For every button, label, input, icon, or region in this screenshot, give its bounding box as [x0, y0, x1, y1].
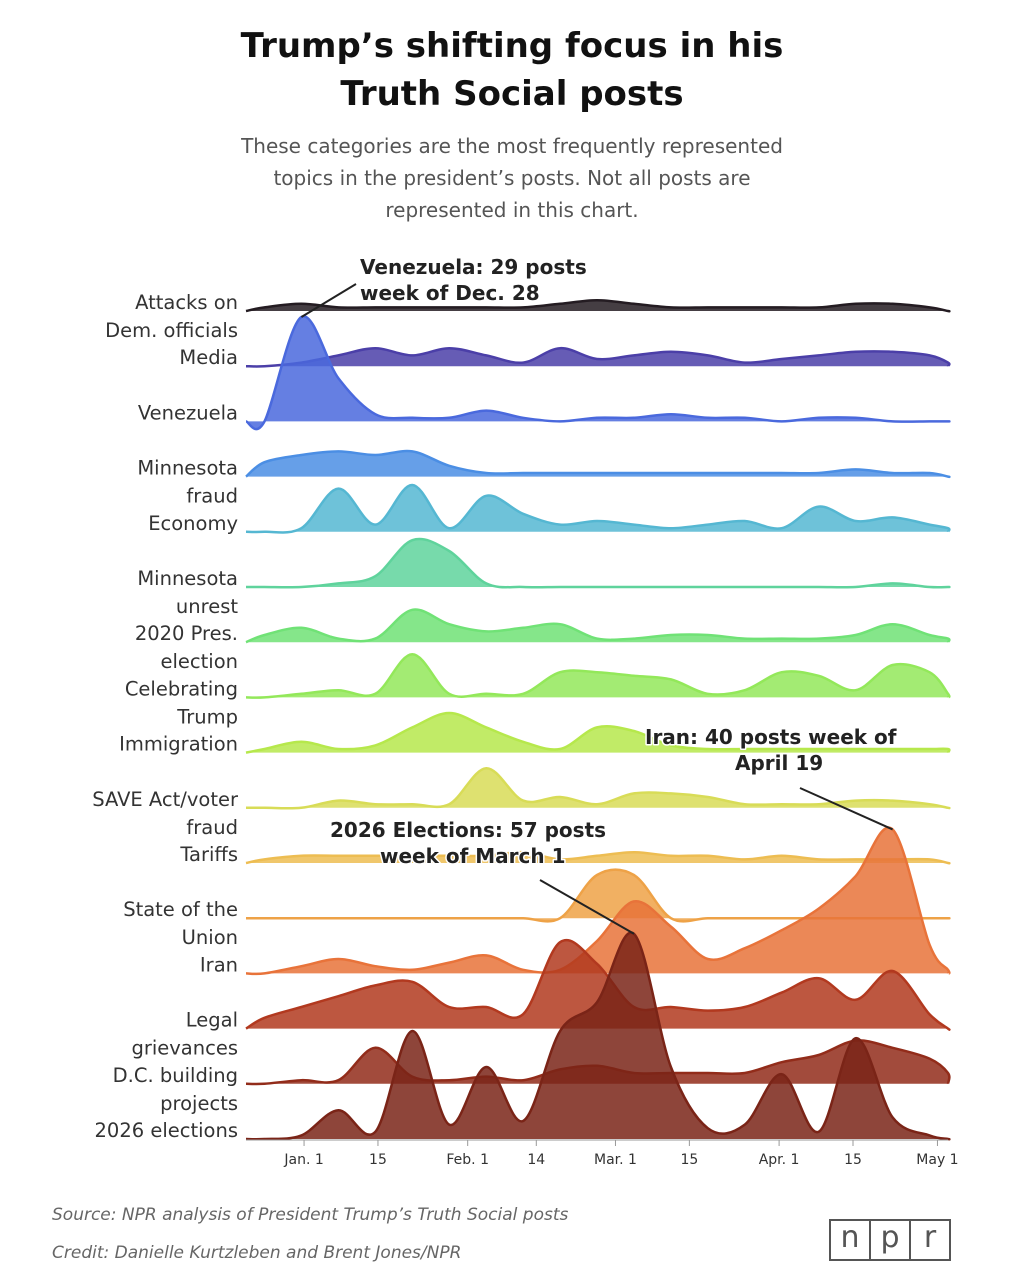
- npr-logo-letter: r: [909, 1221, 949, 1259]
- series-label: 2020 Pres.: [135, 622, 238, 645]
- x-tick-label: Feb. 1: [446, 1152, 489, 1168]
- npr-logo-letter: n: [840, 1220, 860, 1255]
- annotation-leader: [300, 283, 357, 318]
- x-tick-label: Mar. 1: [594, 1152, 637, 1168]
- ridge-area: [246, 348, 950, 367]
- ridge-area: [246, 869, 950, 922]
- series-label: fraud: [186, 816, 238, 839]
- series-label: Iran: [200, 953, 238, 976]
- series-label: election: [161, 650, 239, 673]
- x-tick-label: Apr. 1: [759, 1152, 800, 1168]
- credit-note: Credit: Danielle Kurtzleben and Brent Jo…: [52, 1243, 462, 1263]
- x-tick-label: 15: [844, 1152, 862, 1168]
- x-tick-label: 15: [680, 1152, 698, 1168]
- series-label: Venezuela: [138, 401, 238, 424]
- ridge-area: [246, 451, 950, 477]
- ridge-line: [245, 449, 951, 479]
- series-label: Minnesota: [137, 567, 238, 590]
- series-label: Trump: [176, 705, 238, 728]
- x-tick-label: May 1: [916, 1152, 958, 1168]
- ridge-area: [246, 827, 950, 974]
- ridgeline-chart: Attacks on Dem. officials Media Venezuela Mi…: [92, 254, 958, 1169]
- series-label: Media: [179, 346, 238, 369]
- chart-subtitle-line: These categories are the most frequently…: [241, 134, 783, 158]
- x-tick-label: 14: [527, 1152, 545, 1168]
- ridge-line: [245, 931, 951, 1141]
- series-label: State of the: [123, 898, 238, 921]
- annotation-label: Venezuela: 29 posts: [360, 255, 587, 279]
- ridge-area: [246, 768, 950, 809]
- ridge-area: [246, 539, 950, 588]
- annotation-label: 2026 Elections: 57 posts: [330, 818, 606, 842]
- annotation-leader: [799, 787, 893, 831]
- ridge-area: [246, 654, 950, 698]
- series-label: Legal: [186, 1009, 238, 1032]
- ridge-line: [245, 346, 951, 368]
- series-label: fraud: [186, 485, 238, 508]
- ridge-line: [245, 711, 951, 754]
- npr-logo-letter: p: [869, 1221, 909, 1259]
- chart-title: Trump’s shifting focus in his Truth Soci…: [0, 22, 1024, 118]
- annotation-label: week of Dec. 28: [360, 281, 540, 305]
- ridge-line: [245, 315, 951, 431]
- ridge-area: [246, 932, 950, 1140]
- ridge-line: [245, 298, 951, 313]
- series-label: D.C. building: [113, 1064, 238, 1087]
- annotation-label: Iran: 40 posts week of: [645, 725, 897, 749]
- series-label: Celebrating: [125, 677, 238, 700]
- chart-subtitle: These categories are the most frequently…: [170, 130, 854, 226]
- series-label: Economy: [148, 512, 238, 535]
- series-label: SAVE Act/voter: [92, 788, 239, 811]
- series-label: Union: [182, 926, 238, 949]
- ridge-line: [245, 483, 951, 534]
- series-label: Tariffs: [179, 843, 238, 866]
- series-label: unrest: [176, 595, 238, 618]
- npr-logo: n p r: [829, 1219, 951, 1261]
- ridge-area: [246, 852, 950, 864]
- ridge-area: [246, 940, 950, 1030]
- x-tick-label: 15: [369, 1152, 387, 1168]
- ridge-line: [245, 652, 951, 699]
- chart-subtitle-line: topics in the president’s posts. Not all…: [273, 166, 751, 190]
- annotation-leader: [539, 879, 635, 935]
- source-note: Source: NPR analysis of President Trump’…: [52, 1205, 569, 1225]
- ridge-line: [245, 608, 951, 644]
- series-label: 2026 elections: [95, 1119, 238, 1142]
- x-tick-label: Jan. 1: [283, 1152, 323, 1168]
- series-label: grievances: [131, 1037, 238, 1060]
- annotation-label: week of March 1: [380, 844, 566, 868]
- series-label: Immigration: [119, 733, 238, 756]
- ridge-area: [246, 316, 950, 430]
- chart-title-line: Trump’s shifting focus in his: [240, 26, 784, 66]
- series-label: Minnesota: [137, 457, 238, 480]
- annotation-label: April 19: [735, 751, 823, 775]
- ridge-area: [246, 484, 950, 533]
- chart-title-line: Truth Social posts: [340, 74, 684, 114]
- series-label: Dem. officials: [105, 319, 238, 342]
- chart-subtitle-line: represented in this chart.: [385, 198, 639, 222]
- series-label: projects: [160, 1092, 238, 1115]
- ridge-area: [246, 609, 950, 643]
- ridge-area: [246, 1040, 950, 1085]
- ridge-line: [246, 766, 951, 810]
- series-label: Attacks on: [135, 291, 238, 314]
- ridge-line: [246, 537, 951, 589]
